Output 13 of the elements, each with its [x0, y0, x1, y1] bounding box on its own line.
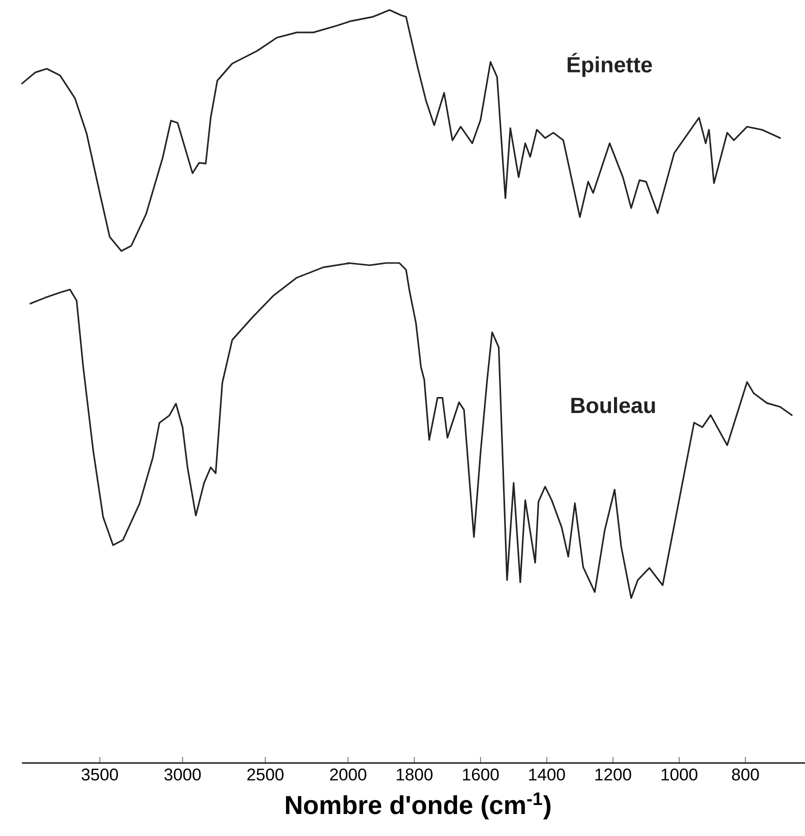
text: Épinette	[568, 52, 652, 77]
series-label: Bouleau	[571, 397, 655, 414]
x-axis-title: Nombre d'onde (cm$^{-1}$)	[286, 792, 550, 820]
x-tick-label: 800	[732, 768, 759, 781]
x-tick-label: 1200	[595, 768, 632, 781]
x-tick-label: 1600	[463, 768, 499, 781]
x-tick-label: 2000	[330, 768, 366, 781]
x-tick-label: 1400	[529, 768, 565, 781]
x-tick-label: 3000	[164, 768, 201, 781]
x-tick-label: 3500	[82, 768, 118, 781]
x-tick-label: 2500	[247, 768, 284, 781]
x-tick-label: 1000	[662, 768, 698, 781]
x-tick-label: 1800	[396, 768, 433, 781]
